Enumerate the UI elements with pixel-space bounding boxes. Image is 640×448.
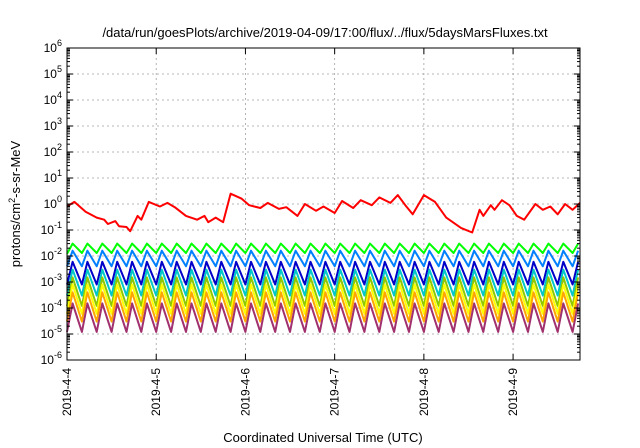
y-tick-label: 106 — [44, 38, 62, 55]
x-tick-label: 2019-4-7 — [328, 368, 342, 416]
y-tick-exponent: -5 — [54, 324, 62, 334]
series-line-2 — [66, 242, 579, 255]
y-tick-exponent: -4 — [54, 298, 62, 308]
y-tick-mantissa: 10 — [41, 249, 55, 263]
y-axis-label: protons/cm2-s-sr-MeV — [7, 140, 23, 267]
y-tick-exponent: -6 — [54, 350, 62, 360]
y-tick-exponent: 2 — [57, 142, 62, 152]
y-tick-exponent: 5 — [57, 64, 62, 74]
y-tick-label: 101 — [44, 168, 62, 185]
x-axis-label: Coordinated Universal Time (UTC) — [223, 430, 422, 445]
y-tick-label: 100 — [44, 194, 62, 211]
x-tick-label: 2019-4-8 — [417, 368, 431, 416]
y-tick-exponent: 1 — [57, 168, 62, 178]
y-tick-mantissa: 10 — [44, 67, 58, 81]
y-axis-label-pre: protons/cm — [8, 203, 23, 267]
y-tick-label: 10-6 — [41, 350, 62, 367]
y-axis-label-sup: 2 — [7, 198, 17, 203]
y-tick-label: 105 — [44, 64, 62, 81]
y-tick-labels: 10-610-510-410-310-210-11001011021031041… — [41, 38, 62, 367]
y-tick-exponent: -2 — [54, 246, 62, 256]
chart-title: /data/run/goesPlots/archive/2019-04-09/1… — [102, 25, 548, 40]
series-layer — [66, 192, 581, 333]
y-tick-mantissa: 10 — [41, 275, 55, 289]
y-tick-exponent: 4 — [57, 90, 62, 100]
y-tick-mantissa: 10 — [44, 41, 58, 55]
y-tick-label: 102 — [44, 142, 62, 159]
y-tick-mantissa: 10 — [41, 223, 55, 237]
y-tick-exponent: 0 — [57, 194, 62, 204]
y-tick-exponent: -3 — [54, 272, 62, 282]
y-tick-mantissa: 10 — [41, 353, 55, 367]
x-tick-label: 2019-4-4 — [60, 368, 74, 416]
y-tick-label: 10-5 — [41, 324, 62, 341]
series-line-6 — [66, 276, 580, 307]
y-tick-exponent: 3 — [57, 116, 62, 126]
y-tick-label: 10-3 — [41, 272, 62, 289]
y-tick-exponent: -1 — [54, 220, 62, 230]
y-axis-label-post: -s-sr-MeV — [8, 140, 23, 197]
tick-marks — [66, 47, 580, 361]
series-line-8 — [66, 291, 580, 323]
series-line-5 — [66, 268, 580, 297]
x-tick-labels: 2019-4-4 2019-4-5 2019-4-6 2019-4-7 2019-4-8… — [60, 368, 520, 416]
x-tick-label: 2019-4-9 — [506, 368, 520, 416]
x-tick-label: 2019-4-5 — [149, 368, 163, 416]
y-tick-exponent: 6 — [57, 38, 62, 48]
y-tick-mantissa: 10 — [44, 145, 58, 159]
x-tick-label: 2019-4-6 — [238, 368, 252, 416]
series-line-3 — [66, 249, 580, 268]
y-tick-mantissa: 10 — [44, 197, 58, 211]
series-line-4 — [66, 260, 580, 286]
y-tick-label: 104 — [44, 90, 62, 107]
series-line-9 — [66, 302, 580, 333]
series-line-1 — [66, 192, 581, 234]
y-tick-label: 10-2 — [41, 246, 62, 263]
y-tick-mantissa: 10 — [44, 119, 58, 133]
y-tick-mantissa: 10 — [41, 301, 55, 315]
y-tick-mantissa: 10 — [44, 171, 58, 185]
y-tick-label: 10-4 — [41, 298, 62, 315]
series-line-7 — [66, 283, 580, 315]
y-tick-label: 10-1 — [41, 220, 62, 237]
y-tick-mantissa: 10 — [44, 93, 58, 107]
y-tick-mantissa: 10 — [41, 327, 55, 341]
y-tick-label: 103 — [44, 116, 62, 133]
